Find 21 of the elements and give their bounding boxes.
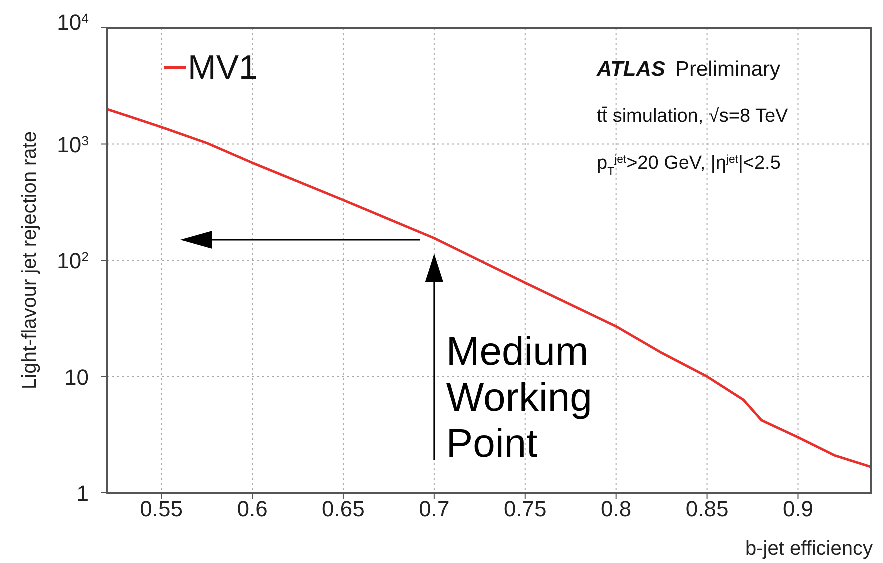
y-tick-label: 10$^{2}$	[57, 248, 89, 274]
text: ATLAS Preliminary	[596, 58, 781, 81]
x-tick-label: 0.75	[504, 496, 547, 522]
y-tick-label: 1	[76, 481, 89, 506]
x-tick-label: 0.8	[601, 496, 632, 522]
x-tick-label: 0.9	[782, 496, 814, 522]
y-tick-label: 10$^{4}$	[57, 10, 89, 35]
annotation: tt̄ simulation, √s=8 TeV	[597, 106, 789, 127]
y-tick-label: 10$^{3}$	[57, 132, 89, 158]
x-tick-label: 0.55	[140, 496, 183, 522]
annotation: p$_{T}$$^{jet}$>20 GeV, |η$^{jet}$|<2.5	[597, 153, 781, 178]
x-tick-label: 0.7	[419, 496, 450, 522]
line-series	[107, 108, 871, 468]
x-tick-label: 0.6	[237, 496, 268, 522]
x-tick-label: 0.65	[322, 496, 365, 522]
x-axis-title: b-jet efficiency	[746, 538, 873, 560]
y-axis-title: Light-flavour jet rejection rate	[19, 132, 41, 390]
annotation: Medium Working Point	[446, 330, 592, 466]
y-tick-label: 10	[64, 364, 89, 390]
legend-label: MV1	[188, 48, 258, 88]
x-tick-label: 0.85	[686, 496, 729, 522]
